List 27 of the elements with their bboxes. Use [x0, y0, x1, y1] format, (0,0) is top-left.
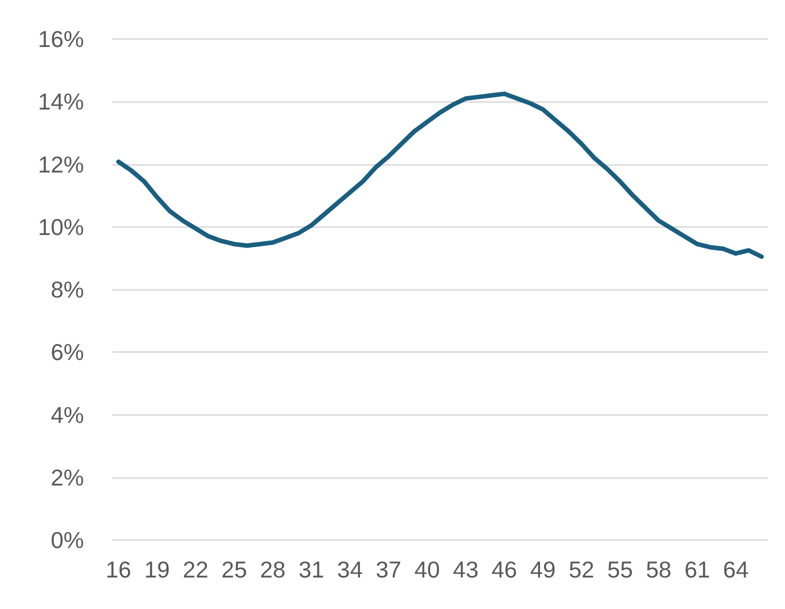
y-tick-label: 14%: [38, 88, 84, 115]
x-tick-label: 43: [452, 556, 479, 582]
x-tick-label: 16: [106, 556, 132, 582]
y-tick-label: 16%: [38, 26, 84, 52]
y-tick-label: 8%: [50, 276, 84, 302]
x-tick-label: 19: [144, 556, 170, 582]
x-tick-label: 49: [530, 556, 556, 582]
y-tick-label: 10%: [38, 214, 84, 240]
x-tick-label: 55: [607, 556, 633, 582]
x-tick-label: 37: [376, 556, 402, 582]
y-tick-label: 6%: [50, 339, 84, 366]
x-tick-label: 64: [723, 556, 749, 582]
y-tick-label: 12%: [38, 151, 84, 178]
line-series: [116, 92, 764, 259]
x-tick-label: 46: [492, 556, 518, 582]
y-tick-label: 4%: [50, 402, 84, 428]
x-tick-label: 25: [221, 556, 247, 582]
y-tick-label: 2%: [50, 464, 84, 490]
y-tick-label: 0%: [50, 527, 84, 553]
x-tick-label: 22: [182, 556, 208, 582]
x-tick-label: 58: [646, 556, 672, 582]
x-tick-label: 28: [260, 556, 286, 582]
x-tick-label: 34: [337, 556, 363, 582]
x-tick-label: 31: [298, 556, 324, 582]
x-tick-label: 61: [684, 556, 710, 582]
x-tick-label: 52: [568, 556, 594, 582]
x-tick-label: 40: [414, 556, 440, 582]
